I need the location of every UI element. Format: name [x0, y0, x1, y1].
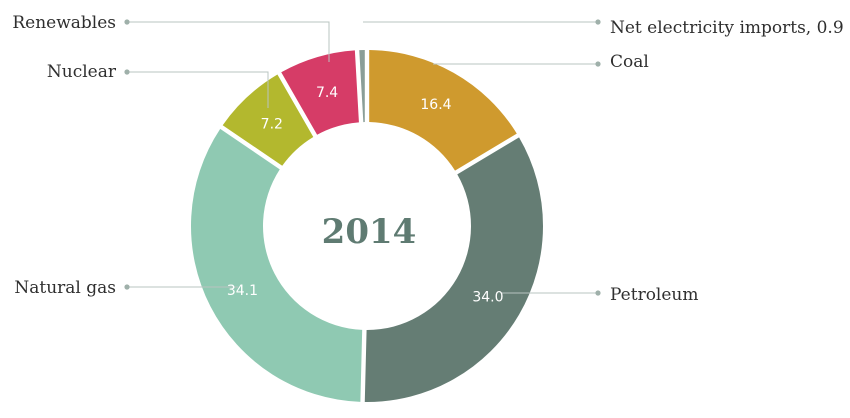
slice-petroleum: [364, 137, 543, 403]
leader-dot-net-electricity-imports-0-9: [595, 19, 601, 25]
donut-slices: [190, 50, 543, 403]
label-net-electricity-imports-0-9: Net electricity imports, 0.9: [610, 18, 844, 38]
label-natural-gas: Natural gas: [14, 278, 116, 298]
label-petroleum: Petroleum: [610, 285, 699, 305]
leader-dot-coal: [595, 61, 601, 67]
leader-dot-natural-gas: [124, 284, 130, 290]
label-renewables: Renewables: [12, 13, 116, 33]
center-year-label: 2014: [322, 212, 417, 252]
value-label-coal: 16.4: [420, 97, 451, 113]
leader-dot-nuclear: [124, 69, 130, 75]
leader-line-nuclear: [127, 71, 269, 108]
value-label-renewables: 7.4: [316, 85, 338, 101]
slice-natural-gas: [190, 128, 363, 402]
leader-line-renewables: [127, 21, 330, 62]
label-nuclear: Nuclear: [47, 62, 117, 82]
category-labels: Coal Petroleum Natural gas Nuclear Renewable…: [12, 13, 843, 305]
value-label-petroleum: 34.0: [472, 290, 503, 306]
slice-coal: [369, 50, 517, 171]
leader-dot-petroleum: [595, 290, 601, 296]
value-label-natural-gas: 34.1: [227, 283, 258, 299]
leader-dot-renewables: [124, 19, 130, 25]
slice-renewables: [281, 50, 359, 135]
slice-net-electricity-imports-0-9: [359, 50, 365, 123]
value-labels: 16.4 34.0 34.1 7.2 7.4: [227, 85, 504, 306]
leader-lines: [124, 19, 601, 296]
slice-nuclear: [222, 74, 314, 166]
label-coal: Coal: [610, 52, 649, 72]
value-label-nuclear: 7.2: [261, 116, 283, 132]
